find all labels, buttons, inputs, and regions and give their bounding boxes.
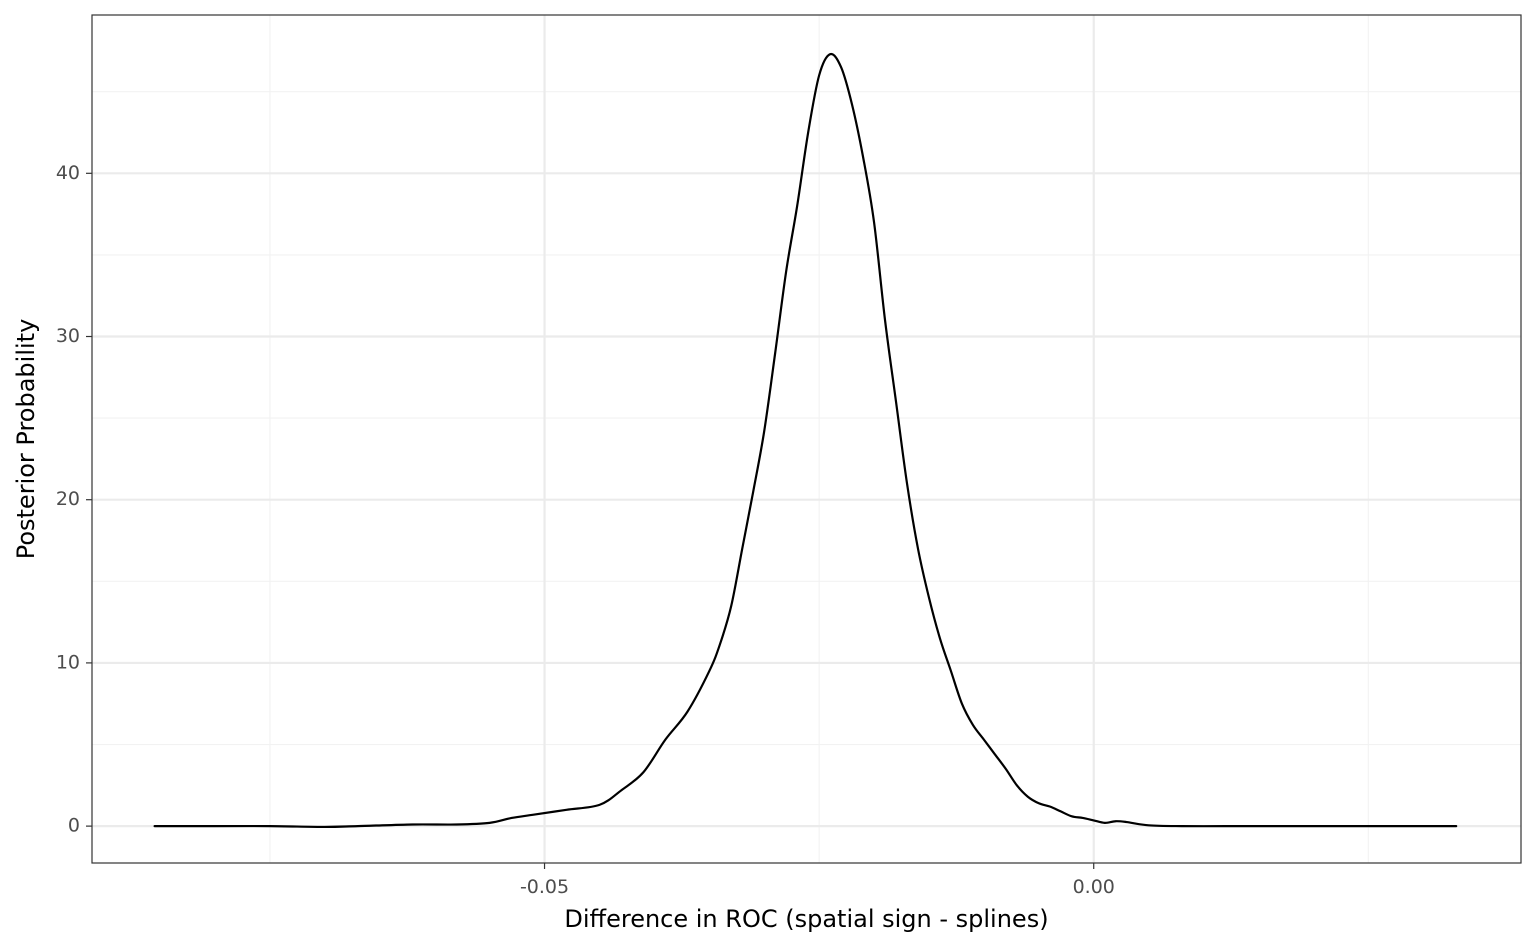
y-tick-label: 30 [56, 325, 80, 347]
y-tick-label: 10 [56, 651, 80, 673]
x-tick-label: 0.00 [1073, 876, 1115, 898]
x-axis-title: Difference in ROC (spatial sign - spline… [564, 905, 1048, 933]
y-tick-label: 40 [56, 162, 80, 184]
density-line [153, 52, 1458, 829]
x-tick-label: -0.05 [520, 876, 569, 898]
x-axis-ticks: -0.05 0.00 [520, 863, 1115, 898]
y-tick-label: 20 [56, 488, 80, 510]
panel-background [92, 15, 1521, 863]
y-axis-ticks: 0 10 20 30 40 [56, 162, 92, 837]
y-axis-title: Posterior Probability [12, 319, 40, 560]
panel-border [91, 14, 1522, 864]
minor-gridlines [92, 15, 1521, 863]
y-tick-label: 0 [68, 815, 80, 837]
